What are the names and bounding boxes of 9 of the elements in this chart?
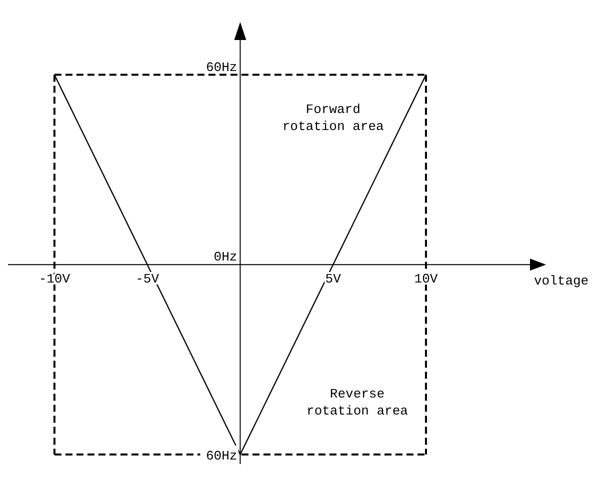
y-tick-label: 0Hz — [214, 250, 238, 265]
annotation: Reverse rotation area — [306, 386, 408, 419]
y-tick-label: 60Hz — [206, 448, 238, 464]
annotation: Forward rotation area — [282, 102, 384, 134]
x-tick-label: 5V — [325, 272, 342, 287]
x-axis-title: voltage — [534, 274, 589, 289]
x-tick-label: -10V — [38, 272, 70, 287]
y-tick-label: 60Hz — [206, 60, 238, 75]
x-tick-label: 10V — [414, 272, 438, 287]
